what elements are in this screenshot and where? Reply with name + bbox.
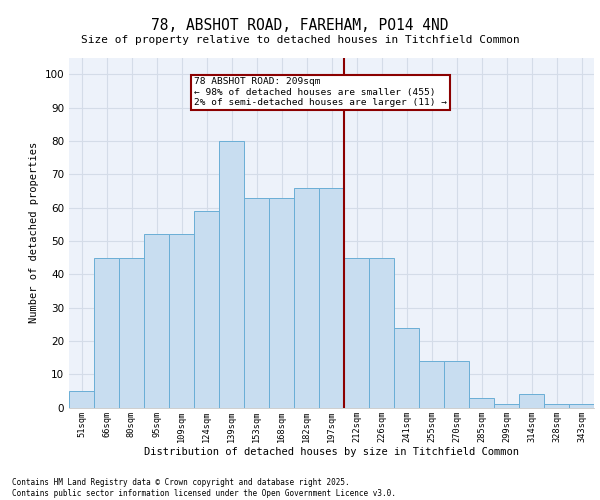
Bar bbox=[319, 188, 344, 408]
Bar bbox=[94, 258, 119, 408]
Bar bbox=[194, 211, 219, 408]
Bar bbox=[569, 404, 594, 407]
Bar bbox=[144, 234, 169, 408]
Y-axis label: Number of detached properties: Number of detached properties bbox=[29, 142, 39, 323]
Bar bbox=[369, 258, 394, 408]
Bar bbox=[344, 258, 369, 408]
Bar bbox=[544, 404, 569, 407]
Text: Contains HM Land Registry data © Crown copyright and database right 2025.
Contai: Contains HM Land Registry data © Crown c… bbox=[12, 478, 396, 498]
Bar bbox=[494, 404, 519, 407]
Text: 78 ABSHOT ROAD: 209sqm
← 98% of detached houses are smaller (455)
2% of semi-det: 78 ABSHOT ROAD: 209sqm ← 98% of detached… bbox=[194, 78, 447, 108]
Bar bbox=[519, 394, 544, 407]
Bar bbox=[169, 234, 194, 408]
Bar bbox=[219, 141, 244, 407]
Text: Size of property relative to detached houses in Titchfield Common: Size of property relative to detached ho… bbox=[80, 35, 520, 45]
Bar bbox=[444, 361, 469, 408]
X-axis label: Distribution of detached houses by size in Titchfield Common: Distribution of detached houses by size … bbox=[144, 448, 519, 458]
Bar bbox=[394, 328, 419, 407]
Bar bbox=[244, 198, 269, 408]
Bar bbox=[294, 188, 319, 408]
Bar bbox=[469, 398, 494, 407]
Bar bbox=[419, 361, 444, 408]
Bar bbox=[69, 391, 94, 407]
Text: 78, ABSHOT ROAD, FAREHAM, PO14 4ND: 78, ABSHOT ROAD, FAREHAM, PO14 4ND bbox=[151, 18, 449, 32]
Bar bbox=[119, 258, 144, 408]
Bar bbox=[269, 198, 294, 408]
